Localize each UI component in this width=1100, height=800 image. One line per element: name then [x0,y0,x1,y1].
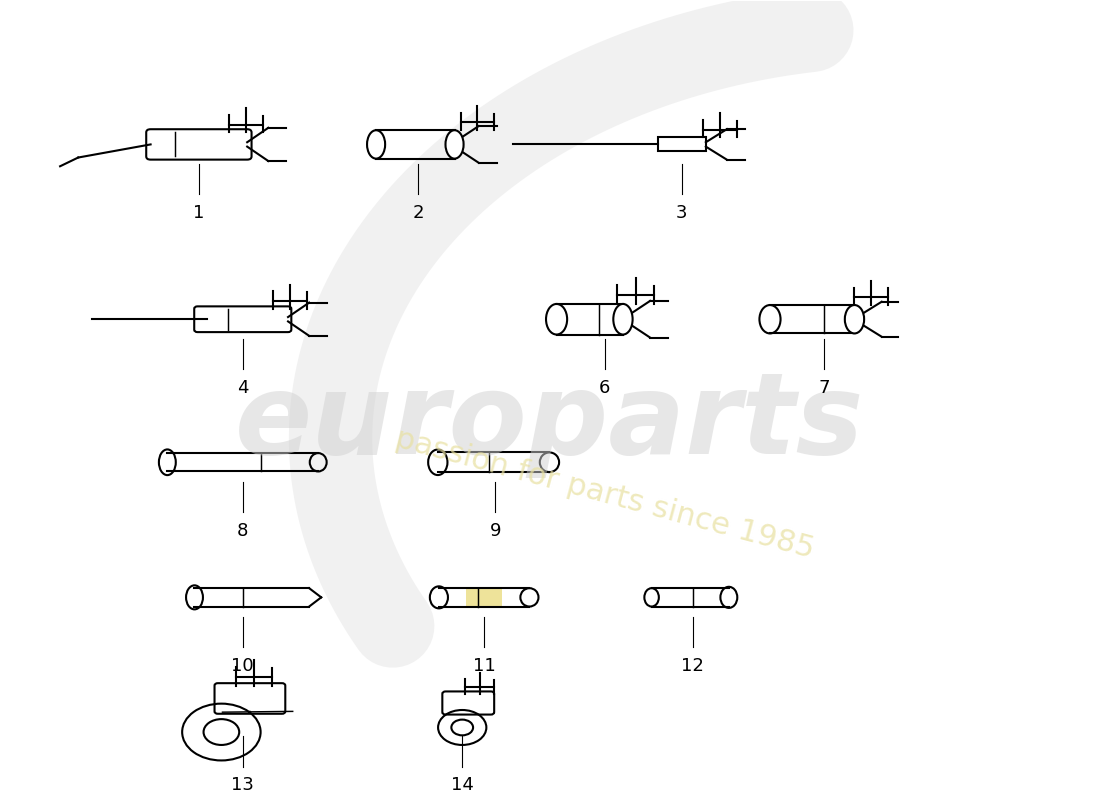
Text: 9: 9 [490,522,500,540]
Text: 11: 11 [473,657,495,675]
Text: 14: 14 [451,776,474,794]
Ellipse shape [614,304,632,334]
Text: 13: 13 [231,776,254,794]
Text: 3: 3 [675,204,688,222]
Text: europarts: europarts [235,367,865,478]
Text: 7: 7 [818,379,830,397]
Ellipse shape [845,305,865,334]
Text: 4: 4 [236,379,249,397]
Ellipse shape [446,130,463,158]
Text: 12: 12 [681,657,704,675]
Bar [466,588,503,606]
Text: passion for parts since 1985: passion for parts since 1985 [393,424,817,564]
Text: 8: 8 [238,522,249,540]
Text: 10: 10 [231,657,254,675]
Text: 1: 1 [194,204,205,222]
Text: 2: 2 [412,204,425,222]
Bar [658,138,706,151]
Text: 6: 6 [600,379,610,397]
